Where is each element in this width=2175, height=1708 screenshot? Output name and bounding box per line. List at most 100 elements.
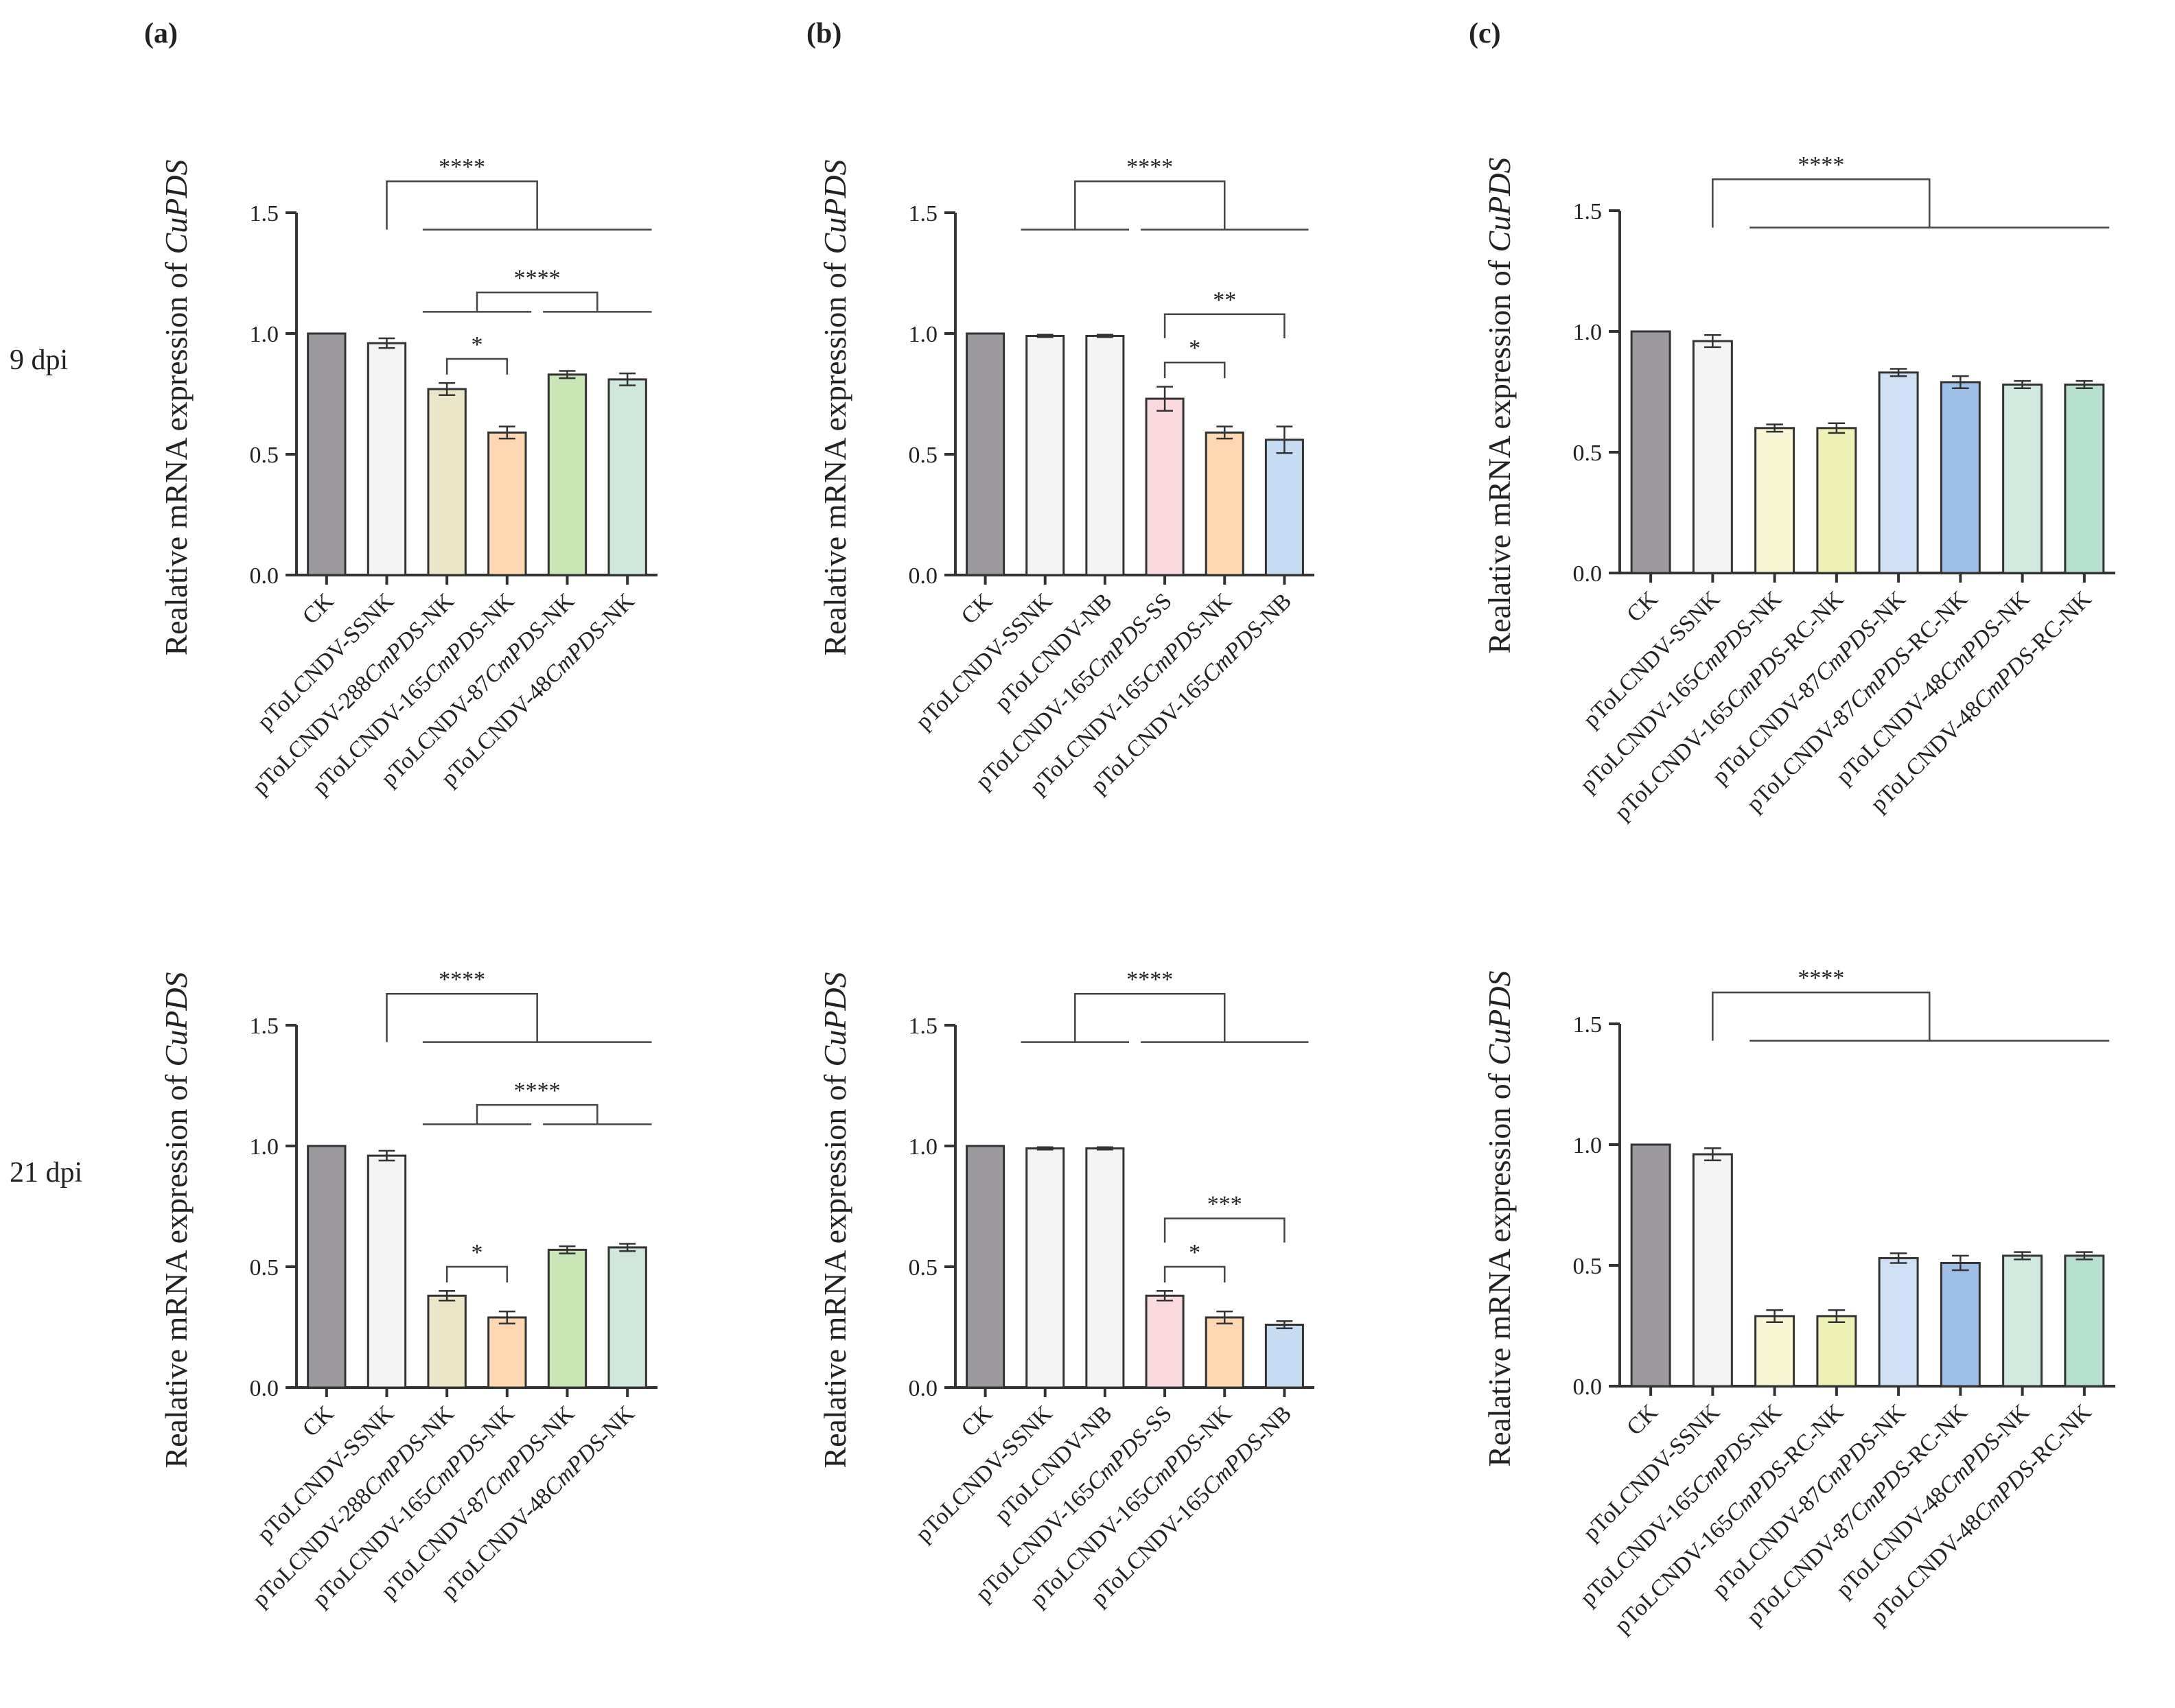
error-bar-3 [1097, 1146, 1113, 1151]
y-axis-label-prefix: Realative mRNA expression of [817, 1066, 852, 1468]
error-bar-4 [498, 425, 515, 440]
bar-5 [1878, 1256, 1919, 1388]
significance-label: **** [1126, 967, 1173, 992]
x-tick-label-1: CK [298, 1401, 339, 1442]
error-bar-2 [1704, 334, 1721, 349]
y-tick-label: 1.5 [250, 201, 279, 226]
y-axis-label: Realative mRNA expression of CuPDS [817, 159, 852, 655]
bar-3 [1085, 1147, 1125, 1389]
significance-label: **** [514, 266, 561, 291]
significance-label: *** [1207, 1192, 1242, 1217]
bar-2 [367, 342, 407, 576]
bar-4 [1145, 397, 1185, 576]
y-axis-label-gene: CuPDS [1482, 970, 1517, 1065]
significance-label: * [472, 332, 483, 358]
error-bar-4 [1156, 386, 1173, 412]
y-axis-label-prefix: Realative mRNA expression of [1482, 1065, 1517, 1466]
bar-2 [1025, 1147, 1065, 1389]
y-tick-label: 1.0 [909, 1134, 938, 1160]
bar-8 [2064, 383, 2105, 574]
error-bar-2 [1036, 334, 1054, 338]
x-tick-label-1: CK [1622, 586, 1663, 627]
y-tick-label: 1.0 [1573, 320, 1603, 345]
y-axis-label: Realative mRNA expression of CuPDS [817, 972, 852, 1468]
x-tick-label-1: CK [298, 588, 339, 629]
y-tick-label: 0.0 [250, 563, 279, 589]
error-bar-5 [1889, 368, 1907, 377]
y-axis-label-prefix: Realative mRNA expression of [159, 254, 194, 655]
x-tick-label-4: pToLCNDV-165CmPDS-RC-NK [1609, 1399, 1848, 1638]
y-axis-label-gene: CuPDS [817, 972, 852, 1066]
bar-4 [1816, 1315, 1857, 1388]
y-tick-label: 0.0 [1573, 1374, 1603, 1400]
error-bar-2 [1704, 1147, 1721, 1162]
chart-b-9dpi: 0.0 0.5 1.0 1.5 Realative mRNA expression of… [817, 154, 1314, 800]
significance-label: * [472, 1240, 483, 1265]
chart-a-21dpi: 0.0 0.5 1.0 1.5 Realative mRNA expression of… [159, 967, 658, 1613]
significance-bracket-1: **** [1712, 152, 2110, 229]
error-bar-6 [619, 372, 636, 386]
significance-label: **** [514, 1078, 561, 1103]
y-tick-label: 1.5 [1573, 1012, 1603, 1038]
error-bar-5 [1216, 1310, 1233, 1324]
chart-b-21dpi: 0.0 0.5 1.0 1.5 Realative mRNA expression of… [817, 967, 1314, 1613]
y-tick-label: 0.0 [250, 1376, 279, 1401]
x-tick-label-1: CK [957, 1401, 998, 1442]
error-bar-5 [1216, 425, 1233, 440]
x-tick-label-1: CK [957, 588, 998, 629]
error-bar-3 [439, 1289, 456, 1302]
error-bar-4 [1828, 422, 1846, 434]
bar-6 [607, 378, 647, 576]
chart-panels: 0.0 0.5 1.0 1.5 Realative mRNA expression of… [159, 152, 2115, 1639]
significance-bracket-2: ** [1163, 288, 1286, 339]
bar-2 [367, 1154, 407, 1389]
significance-bracket-3: * [1163, 336, 1226, 379]
bar-1 [966, 332, 1005, 576]
bar-4 [487, 431, 527, 576]
bar-6 [1264, 438, 1304, 576]
significance-bracket-3: * [445, 1240, 509, 1283]
significance-label: ** [1213, 288, 1236, 313]
panel-label-b: (b) [806, 18, 841, 49]
chart-c-21dpi: 0.0 0.5 1.0 1.5 Realative mRNA expression of… [1482, 966, 2115, 1639]
significance-bracket-1: **** [1021, 967, 1309, 1043]
y-tick-label: 1.5 [1573, 199, 1603, 224]
significance-bracket-2: **** [422, 1078, 652, 1125]
bar-1 [307, 1145, 347, 1389]
significance-bracket-1: **** [386, 967, 652, 1043]
significance-bracket-1: **** [1712, 966, 2110, 1042]
error-bar-7 [2014, 1251, 2031, 1261]
bar-7 [2002, 383, 2043, 574]
y-tick-label: 1.5 [909, 1014, 938, 1039]
bar-4 [1145, 1294, 1185, 1389]
error-bar-4 [498, 1310, 515, 1324]
significance-label: **** [1798, 152, 1844, 178]
error-bar-6 [619, 1243, 636, 1252]
error-bar-2 [378, 1149, 395, 1162]
x-tick-label-4: pToLCNDV-165CmPDS-RC-NK [1609, 586, 1848, 825]
error-bar-3 [1766, 423, 1783, 433]
bar-5 [547, 1248, 588, 1389]
significance-bracket-1: **** [386, 154, 652, 231]
y-tick-label: 1.5 [250, 1014, 279, 1039]
y-tick-label: 0.0 [1573, 561, 1603, 587]
error-bar-3 [439, 382, 456, 397]
bar-2 [1692, 340, 1733, 574]
error-bar-2 [1036, 1146, 1054, 1151]
error-bar-4 [1828, 1309, 1846, 1323]
y-tick-label: 0.5 [1573, 1254, 1603, 1279]
error-bar-6 [1952, 1254, 1969, 1272]
significance-label: **** [439, 154, 485, 180]
bar-3 [427, 1294, 467, 1389]
bar-5 [1878, 371, 1919, 574]
significance-label: **** [439, 967, 485, 992]
panel-label-c: (c) [1469, 18, 1501, 49]
bar-4 [1816, 427, 1857, 574]
bar-6 [1264, 1323, 1304, 1389]
error-bar-3 [1766, 1309, 1783, 1323]
significance-label: * [1189, 1240, 1200, 1265]
y-tick-label: 0.5 [250, 1255, 279, 1280]
chart-c-9dpi: 0.0 0.5 1.0 1.5 Realative mRNA expression of… [1482, 152, 2115, 826]
bar-1 [1630, 1143, 1671, 1388]
row-label-9dpi: 9 dpi [10, 344, 68, 376]
